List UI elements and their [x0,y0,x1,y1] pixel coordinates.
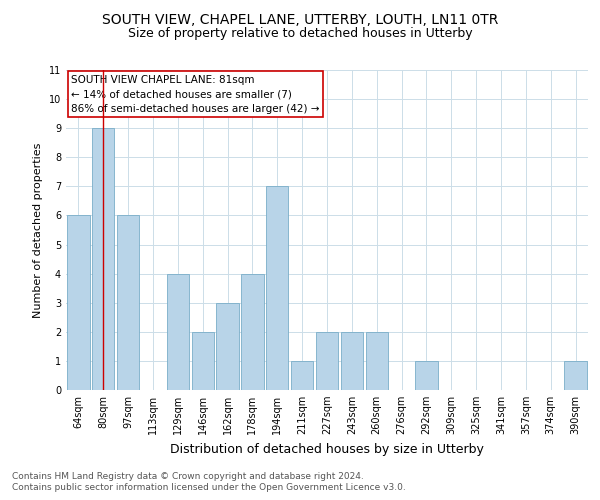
Bar [191,332,214,390]
Bar [341,332,363,390]
Text: Size of property relative to detached houses in Utterby: Size of property relative to detached ho… [128,28,472,40]
Bar [291,361,313,390]
Bar [67,216,89,390]
Text: Contains HM Land Registry data © Crown copyright and database right 2024.: Contains HM Land Registry data © Crown c… [12,472,364,481]
Bar [117,216,139,390]
Bar [415,361,437,390]
Y-axis label: Number of detached properties: Number of detached properties [34,142,43,318]
Text: SOUTH VIEW, CHAPEL LANE, UTTERBY, LOUTH, LN11 0TR: SOUTH VIEW, CHAPEL LANE, UTTERBY, LOUTH,… [102,12,498,26]
Bar [316,332,338,390]
Bar [266,186,289,390]
Text: Contains public sector information licensed under the Open Government Licence v3: Contains public sector information licen… [12,484,406,492]
Bar [217,302,239,390]
Bar [167,274,189,390]
X-axis label: Distribution of detached houses by size in Utterby: Distribution of detached houses by size … [170,442,484,456]
Bar [241,274,263,390]
Text: SOUTH VIEW CHAPEL LANE: 81sqm
← 14% of detached houses are smaller (7)
86% of se: SOUTH VIEW CHAPEL LANE: 81sqm ← 14% of d… [71,75,320,114]
Bar [565,361,587,390]
Bar [92,128,115,390]
Bar [365,332,388,390]
